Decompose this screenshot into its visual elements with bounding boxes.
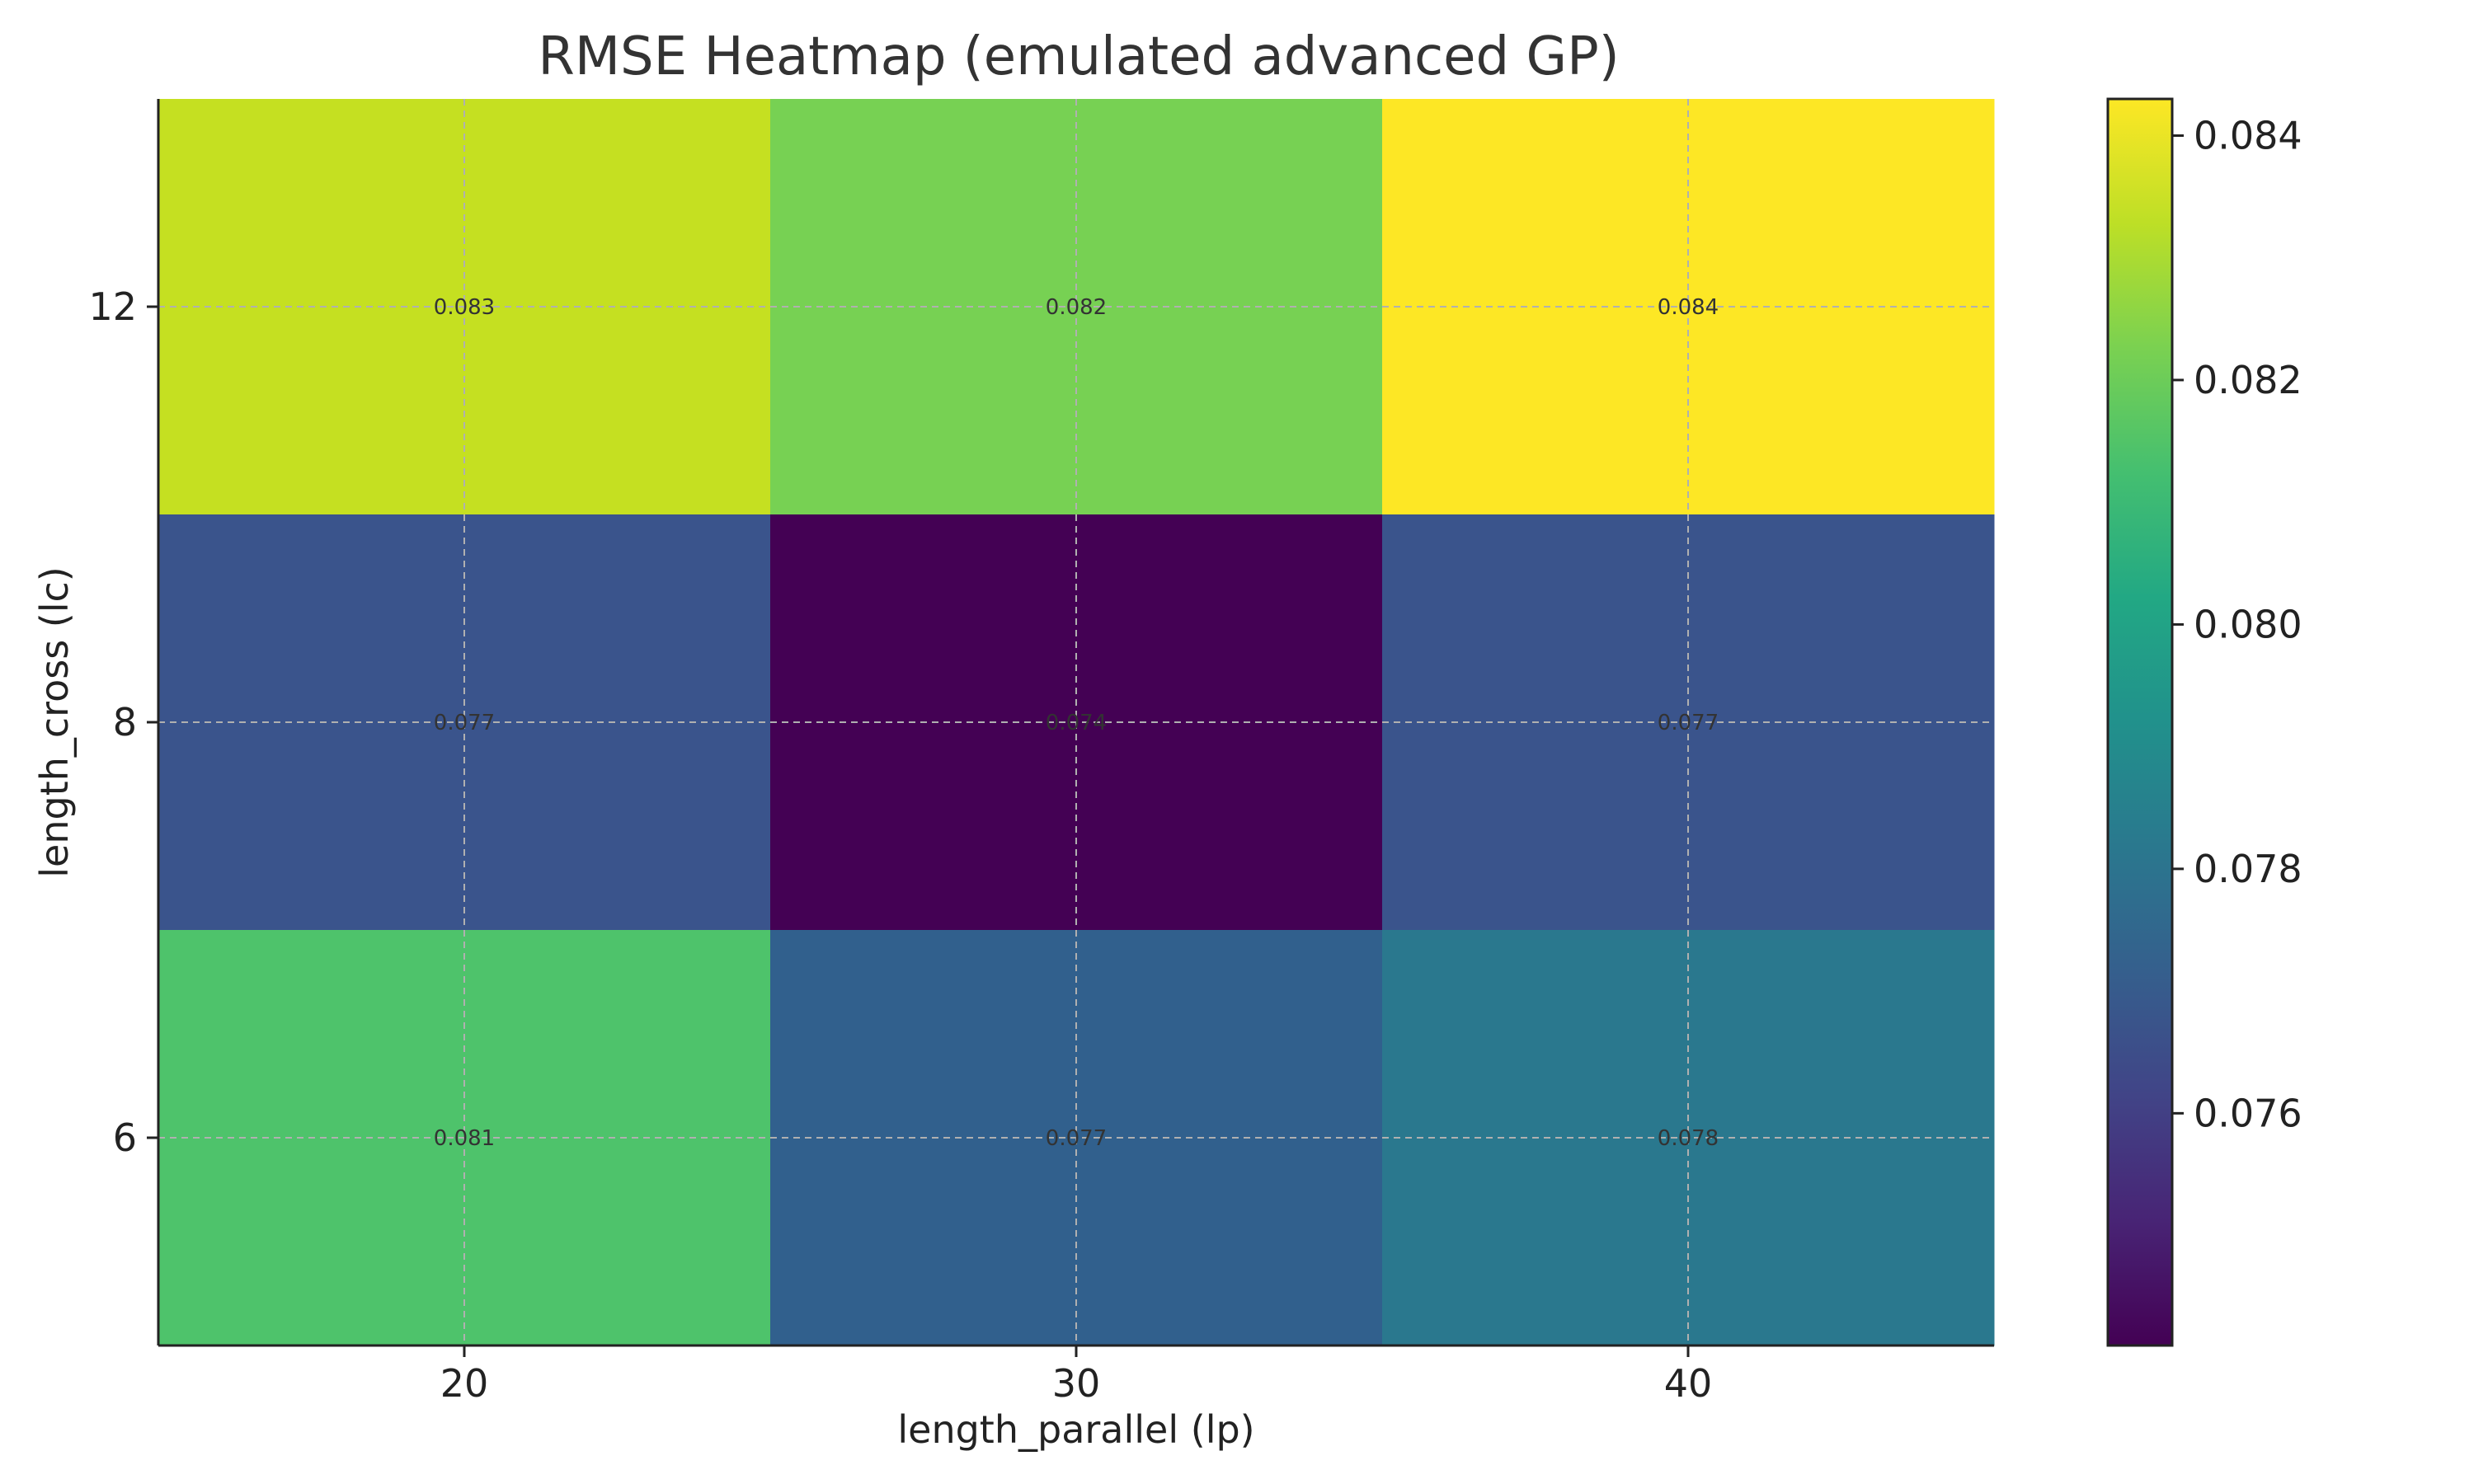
colorbar-ticks: 0.076 0.078 0.080 0.082 0.084 bbox=[2172, 113, 2302, 1135]
y-axis-ticks: 12 8 6 bbox=[88, 284, 158, 1160]
cell-value-labels: 0.083 0.082 0.084 0.077 0.074 0.077 0.081 0.077… bbox=[434, 295, 1719, 1151]
colorbar bbox=[2106, 97, 2174, 1347]
x-axis-ticks: 20 30 40 bbox=[440, 1345, 1713, 1406]
cell-value-label: 0.074 bbox=[1046, 711, 1107, 735]
cell-value-label: 0.077 bbox=[1046, 1126, 1107, 1151]
cell-value-label: 0.077 bbox=[434, 711, 495, 735]
x-tick-label: 30 bbox=[1052, 1361, 1101, 1406]
cell-value-label: 0.077 bbox=[1658, 711, 1719, 735]
cell-value-label: 0.084 bbox=[1658, 295, 1719, 320]
colorbar-tick-label: 0.076 bbox=[2194, 1091, 2302, 1135]
colorbar-tick-label: 0.080 bbox=[2194, 602, 2302, 646]
cell-value-label: 0.083 bbox=[434, 295, 495, 320]
grid-lines bbox=[158, 99, 1994, 1345]
cell-value-label: 0.082 bbox=[1046, 295, 1107, 320]
chart-title: RMSE Heatmap (emulated advanced GP) bbox=[538, 26, 1619, 87]
x-tick-label: 40 bbox=[1664, 1361, 1713, 1406]
colorbar-tick-label: 0.084 bbox=[2194, 113, 2302, 157]
y-tick-label: 8 bbox=[113, 700, 137, 744]
y-tick-label: 6 bbox=[113, 1115, 137, 1160]
y-axis-label: length_cross (lc) bbox=[32, 566, 77, 877]
colorbar-tick-label: 0.082 bbox=[2194, 358, 2302, 402]
y-tick-label: 12 bbox=[88, 284, 137, 329]
colorbar-tick-label: 0.078 bbox=[2194, 847, 2302, 891]
cell-value-label: 0.081 bbox=[434, 1126, 495, 1151]
x-axis-label: length_parallel (lp) bbox=[897, 1407, 1254, 1452]
x-tick-label: 20 bbox=[440, 1361, 489, 1406]
cell-value-label: 0.078 bbox=[1658, 1126, 1719, 1151]
